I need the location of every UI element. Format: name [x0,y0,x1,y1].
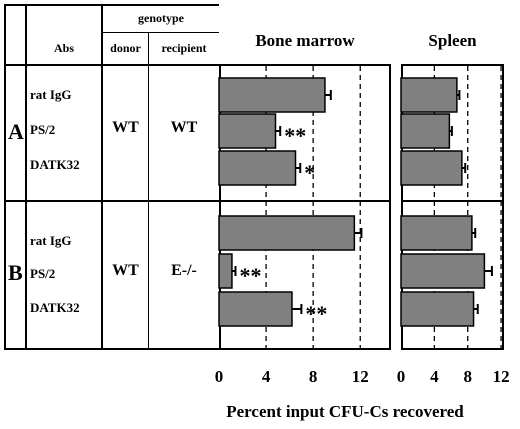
panel-frame [401,64,504,350]
bar [218,253,233,289]
donor-genotype-b: WT [112,262,139,279]
bar [400,77,458,113]
table-border-bottom [4,348,219,350]
panel-frame [219,64,391,350]
bar [400,215,473,251]
bar [400,253,486,289]
x-tick-label: 12 [493,367,510,386]
x-tick-label: 0 [215,367,224,386]
table-divider-donor-recipient [148,32,149,350]
bar [218,77,326,113]
bar [218,113,277,149]
antibody-label: PS/2 [30,122,56,137]
table-border-left [4,4,6,350]
antibody-label: DATK32 [30,300,80,315]
significance-label: ** [305,301,327,326]
x-tick-label: 4 [430,367,439,386]
x-axis-label: Percent input CFU-Cs recovered [226,402,464,421]
table-divider-abs [25,4,27,350]
antibody-label: rat IgG [30,233,72,248]
bar [400,113,451,149]
recipient-header: recipient [161,41,207,55]
group-label-a: A [8,119,24,144]
abs-header: Abs [53,41,74,55]
recipient-genotype-b: E-/- [171,262,197,279]
significance-label: ** [284,123,306,148]
genotype-header: genotype [138,11,184,25]
x-tick-label: 0 [397,367,406,386]
table-border-top [4,4,219,6]
significance-label: ** [239,263,261,288]
antibody-label: rat IgG [30,87,72,102]
table-group-divider [4,200,219,202]
bar [400,291,475,327]
bar [218,215,356,251]
x-tick-label: 8 [463,367,472,386]
donor-genotype-a: WT [112,119,139,136]
chart-title-bone-marrow: Bone marrow [255,31,355,50]
table-header-subrule [101,32,219,33]
significance-label: * [304,160,315,185]
table-header-bottom [4,64,219,66]
group-label-b: B [8,260,23,285]
recipient-genotype-a: WT [170,119,198,136]
donor-header: donor [110,41,141,55]
bar [218,150,297,186]
bar [218,291,293,327]
table-divider-genotype [101,4,103,350]
x-tick-label: 8 [309,367,318,386]
x-tick-label: 4 [262,367,271,386]
chart-title-spleen: Spleen [428,31,477,50]
bar [400,150,463,186]
antibody-label: DATK32 [30,157,80,172]
antibody-label: PS/2 [30,266,56,281]
x-tick-label: 12 [352,367,369,386]
